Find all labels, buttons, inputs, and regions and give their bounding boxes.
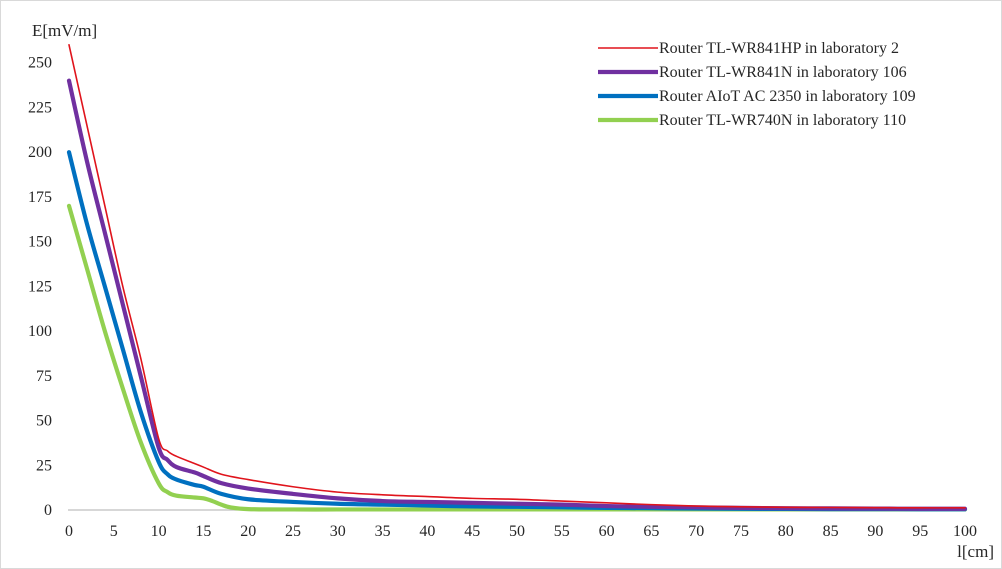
x-tick-label: 70 [688,523,704,540]
legend-label-3: Router AIoT AC 2350 in laboratory 109 [659,88,916,105]
x-tick-label: 95 [912,523,928,540]
y-tick-label: 25 [36,457,52,474]
y-tick-label: 50 [36,413,52,430]
legend: Router TL-WR841HP in laboratory 2 Router … [598,40,916,129]
x-tick-label: 25 [285,523,301,540]
x-tick-label: 30 [330,523,346,540]
x-tick-label: 60 [599,523,615,540]
y-tick-label: 225 [28,99,52,116]
series-line-3 [66,150,968,512]
y-tick-label: 200 [28,144,52,161]
series-line-1 [68,44,966,509]
legend-label-1: Router TL-WR841HP in laboratory 2 [659,40,899,57]
x-tick-label: 65 [643,523,659,540]
y-tick-label: 125 [28,278,52,295]
series-layer [66,44,968,512]
x-tick-label: 75 [733,523,749,540]
x-tick-label: 90 [867,523,883,540]
x-tick-label: 50 [509,523,525,540]
series-line-4 [66,203,968,512]
y-tick-label: 175 [28,189,52,206]
y-tick-label: 75 [36,368,52,385]
legend-label-4: Router TL-WR740N in laboratory 110 [659,112,906,129]
legend-label-2: Router TL-WR841N in laboratory 106 [659,64,907,81]
x-tick-labels: 0 5 10 15 20 25 30 35 40 45 50 55 60 65 70 75 80 85 90 95 10… [65,523,977,540]
x-axis-title: l[cm] [957,542,994,561]
y-tick-label: 100 [28,323,52,340]
x-tick-label: 40 [419,523,435,540]
y-tick-label: 0 [44,502,52,519]
x-tick-label: 80 [778,523,794,540]
x-tick-label: 85 [823,523,839,540]
x-tick-label: 45 [464,523,480,540]
x-tick-label: 0 [65,523,73,540]
y-tick-label: 150 [28,234,52,251]
series-line-2 [66,78,968,511]
x-tick-label: 20 [240,523,256,540]
x-tick-label: 15 [195,523,211,540]
x-tick-label: 10 [151,523,167,540]
x-tick-label: 55 [554,523,570,540]
y-tick-label: 250 [28,55,52,72]
y-axis-title: E[mV/m] [32,21,97,40]
x-tick-label: 5 [110,523,118,540]
x-tick-label: 100 [953,523,977,540]
y-tick-labels: 0 25 50 75 100 125 150 175 200 225 250 [28,55,52,519]
x-tick-label: 35 [375,523,391,540]
